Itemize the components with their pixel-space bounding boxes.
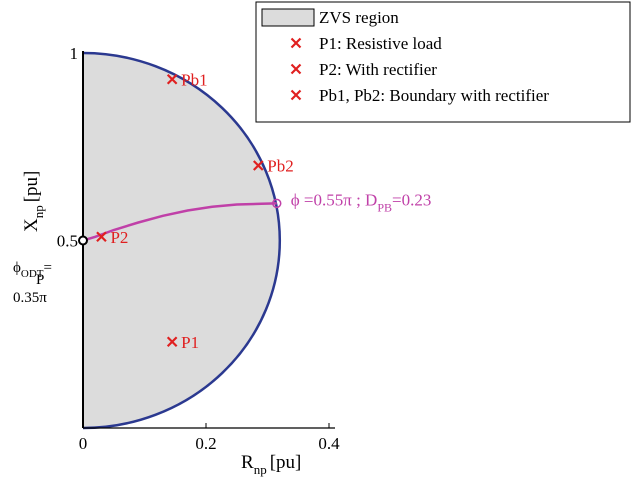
legend-label: P1: Resistive load: [319, 34, 442, 53]
phi-annotation-label: ϕODT=: [13, 260, 52, 280]
y-axis-label-sub: np: [31, 205, 46, 218]
trajectory-annotation-value: =0.23: [392, 190, 431, 209]
point-marker: [252, 160, 264, 171]
legend-item: ZVS region: [261, 8, 399, 27]
y-axis-label: Xnp [pu]: [21, 171, 46, 232]
point-label: Pb2: [267, 157, 293, 176]
x-tick-label: 0: [79, 434, 88, 453]
zvs-region: [83, 53, 280, 428]
y-tick-label: 1: [70, 44, 79, 63]
y-tick-label: 0.5: [57, 232, 78, 251]
x-tick-label: 0.4: [318, 434, 340, 453]
legend-swatch: [261, 8, 315, 27]
phi-value: 0.35π: [13, 290, 47, 306]
point-p2: P2: [96, 228, 128, 247]
legend-item: P1: Resistive load: [290, 34, 442, 53]
y-axis-label-main: X: [21, 218, 42, 232]
points-layer: Pb1 Pb2 P2 P1: [96, 70, 294, 352]
x-axis-label-unit: [pu]: [270, 452, 302, 473]
legend-label: ZVS region: [319, 8, 399, 27]
legend-marker: [290, 37, 302, 49]
legend-items: ZVS region P1: Resistive load P2: With rec…: [261, 8, 549, 105]
phi-sub: ODT: [21, 268, 44, 280]
legend-label: P2: With rectifier: [319, 60, 437, 79]
legend-item: P2: With rectifier: [290, 60, 437, 79]
point-label: Pb1: [181, 70, 207, 89]
point-label: P2: [110, 228, 128, 247]
point-pb1: Pb1: [166, 70, 208, 89]
legend: ZVS region P1: Resistive load P2: With rec…: [255, 1, 631, 123]
point-marker: [96, 231, 107, 243]
point-label: P1: [181, 333, 199, 352]
point-marker: [166, 73, 178, 85]
ticks-layer: 0 0.2 0.4 0.5 1: [57, 44, 340, 453]
trajectory-annotation: ϕ =0.55π ; DPB=0.23: [291, 190, 432, 214]
legend-marker: [290, 89, 302, 101]
x-tick-label: 0.2: [195, 434, 216, 453]
legend-label: Pb1, Pb2: Boundary with rectifier: [319, 86, 549, 105]
point-p1: P1: [166, 333, 199, 352]
trajectory-annotation-sub: PB: [377, 200, 392, 214]
phi-eq: =: [44, 260, 52, 276]
legend-box: [255, 1, 631, 123]
plot-area: Pb1 Pb2 P2 P1 0 0.2 0.4 0.5 1: [57, 44, 340, 453]
zvs-boundary-arc: [82, 51, 281, 430]
point-pb2: Pb2: [252, 157, 294, 176]
trajectory-end-marker: [271, 198, 282, 209]
phi-symbol: ϕ: [13, 260, 21, 276]
point-marker: [166, 336, 178, 348]
legend-marker: [290, 63, 302, 75]
trajectory-start-marker: [78, 235, 88, 246]
x-axis-label-main: R: [241, 452, 254, 473]
legend-item: Pb1, Pb2: Boundary with rectifier: [290, 86, 549, 105]
y-axis-label-unit: [pu]: [21, 171, 42, 203]
x-axis-label-sub: np: [254, 462, 267, 477]
trajectory-annotation-phi: ϕ =0.55π ; D: [291, 190, 378, 209]
phi-annotation: ϕODT= P 0.35π: [13, 260, 52, 306]
phi-subsub: P: [36, 272, 44, 288]
x-axis-label: Rnp [pu]: [241, 452, 301, 477]
